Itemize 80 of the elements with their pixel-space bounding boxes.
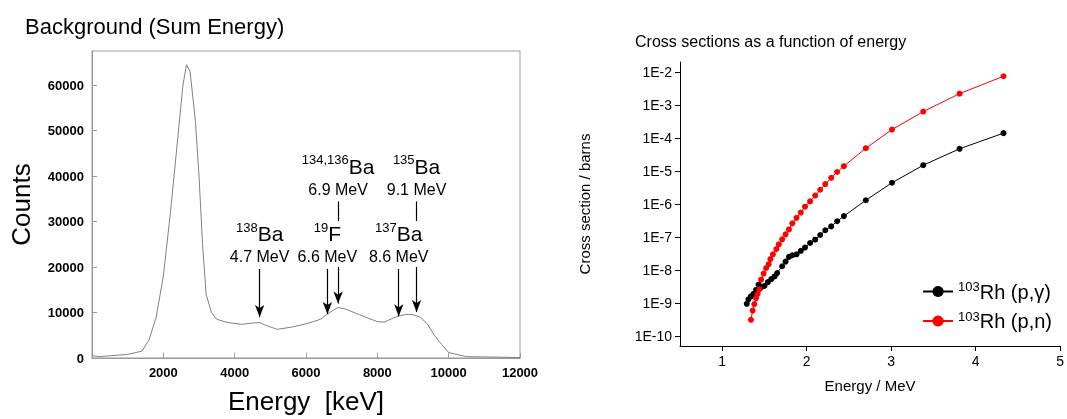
chart-title: Cross sections as a function of energy <box>635 32 907 50</box>
y-tick-label: 1E-3 <box>642 96 673 113</box>
x-tick-label: 5 <box>1056 353 1065 369</box>
y-tick-label: 60000 <box>47 77 84 93</box>
point <box>793 214 800 221</box>
point <box>812 236 819 243</box>
point <box>797 247 804 254</box>
point <box>758 276 765 283</box>
y-tick-label: 1E-10 <box>634 328 673 345</box>
point <box>789 220 796 227</box>
x-tick-label: 4 <box>971 353 980 369</box>
point <box>840 163 847 170</box>
y-tick-label: 1E-9 <box>642 295 673 312</box>
y-tick-label: 1E-6 <box>642 196 673 212</box>
y-axis-title: Counts <box>6 163 36 246</box>
y-tick-label: 1E-2 <box>642 63 673 80</box>
point <box>754 290 761 297</box>
point <box>834 218 841 225</box>
y-tick-label: 1E-5 <box>642 162 673 179</box>
x-tick-label: 2 <box>802 353 811 369</box>
chart-title: Background (Sum Energy) <box>25 13 285 39</box>
point <box>920 108 927 115</box>
point <box>802 244 809 251</box>
point <box>822 227 829 234</box>
point <box>743 300 750 307</box>
x-axis-title: Energy [keV] <box>227 386 385 416</box>
point <box>797 209 804 216</box>
y-tick-label: 1E-4 <box>642 129 673 146</box>
point <box>747 316 754 323</box>
y-tick-label: 0 <box>76 350 84 366</box>
point <box>767 256 774 263</box>
point <box>817 232 824 239</box>
point <box>760 270 767 277</box>
point <box>889 179 896 186</box>
x-tick-label: 12000 <box>501 365 539 380</box>
point <box>751 301 758 308</box>
x-tick-label: 4000 <box>220 365 250 380</box>
point <box>862 197 869 204</box>
point <box>785 226 792 233</box>
point <box>834 169 841 176</box>
point <box>773 246 780 253</box>
point <box>1000 130 1007 137</box>
point <box>807 198 814 205</box>
point <box>840 213 847 220</box>
point <box>775 241 782 248</box>
point <box>769 251 776 258</box>
x-tick-label: 6000 <box>291 365 321 380</box>
point <box>749 307 756 314</box>
x-tick-label: 8000 <box>362 365 392 380</box>
point <box>807 239 814 246</box>
x-tick-label: 10000 <box>430 365 467 380</box>
point <box>817 186 824 193</box>
point <box>812 192 819 199</box>
y-tick-label: 30000 <box>47 214 84 230</box>
point <box>822 181 829 188</box>
point <box>779 263 786 270</box>
point <box>920 162 927 169</box>
point <box>889 126 896 133</box>
point <box>793 251 800 258</box>
x-tick-label: 2000 <box>148 365 178 380</box>
y-tick-label: 1E-7 <box>642 229 673 246</box>
x-tick-label: 3 <box>887 353 896 369</box>
y-tick-label: 1E-8 <box>642 262 673 279</box>
point <box>802 203 809 210</box>
y-axis-title: Cross section / barns <box>576 133 593 275</box>
point <box>862 145 869 152</box>
point <box>828 174 835 181</box>
point <box>765 261 772 268</box>
point <box>782 231 789 238</box>
y-tick-label: 20000 <box>47 259 84 275</box>
y-tick-label: 50000 <box>47 123 84 139</box>
point <box>1000 73 1007 80</box>
point <box>828 223 835 230</box>
point <box>956 145 963 152</box>
x-axis-title: Energy / MeV <box>824 377 916 394</box>
point <box>956 90 963 97</box>
x-tick-label: 1 <box>718 353 727 369</box>
y-tick-label: 10000 <box>47 305 84 321</box>
y-tick-label: 40000 <box>47 168 84 184</box>
point <box>779 236 786 243</box>
